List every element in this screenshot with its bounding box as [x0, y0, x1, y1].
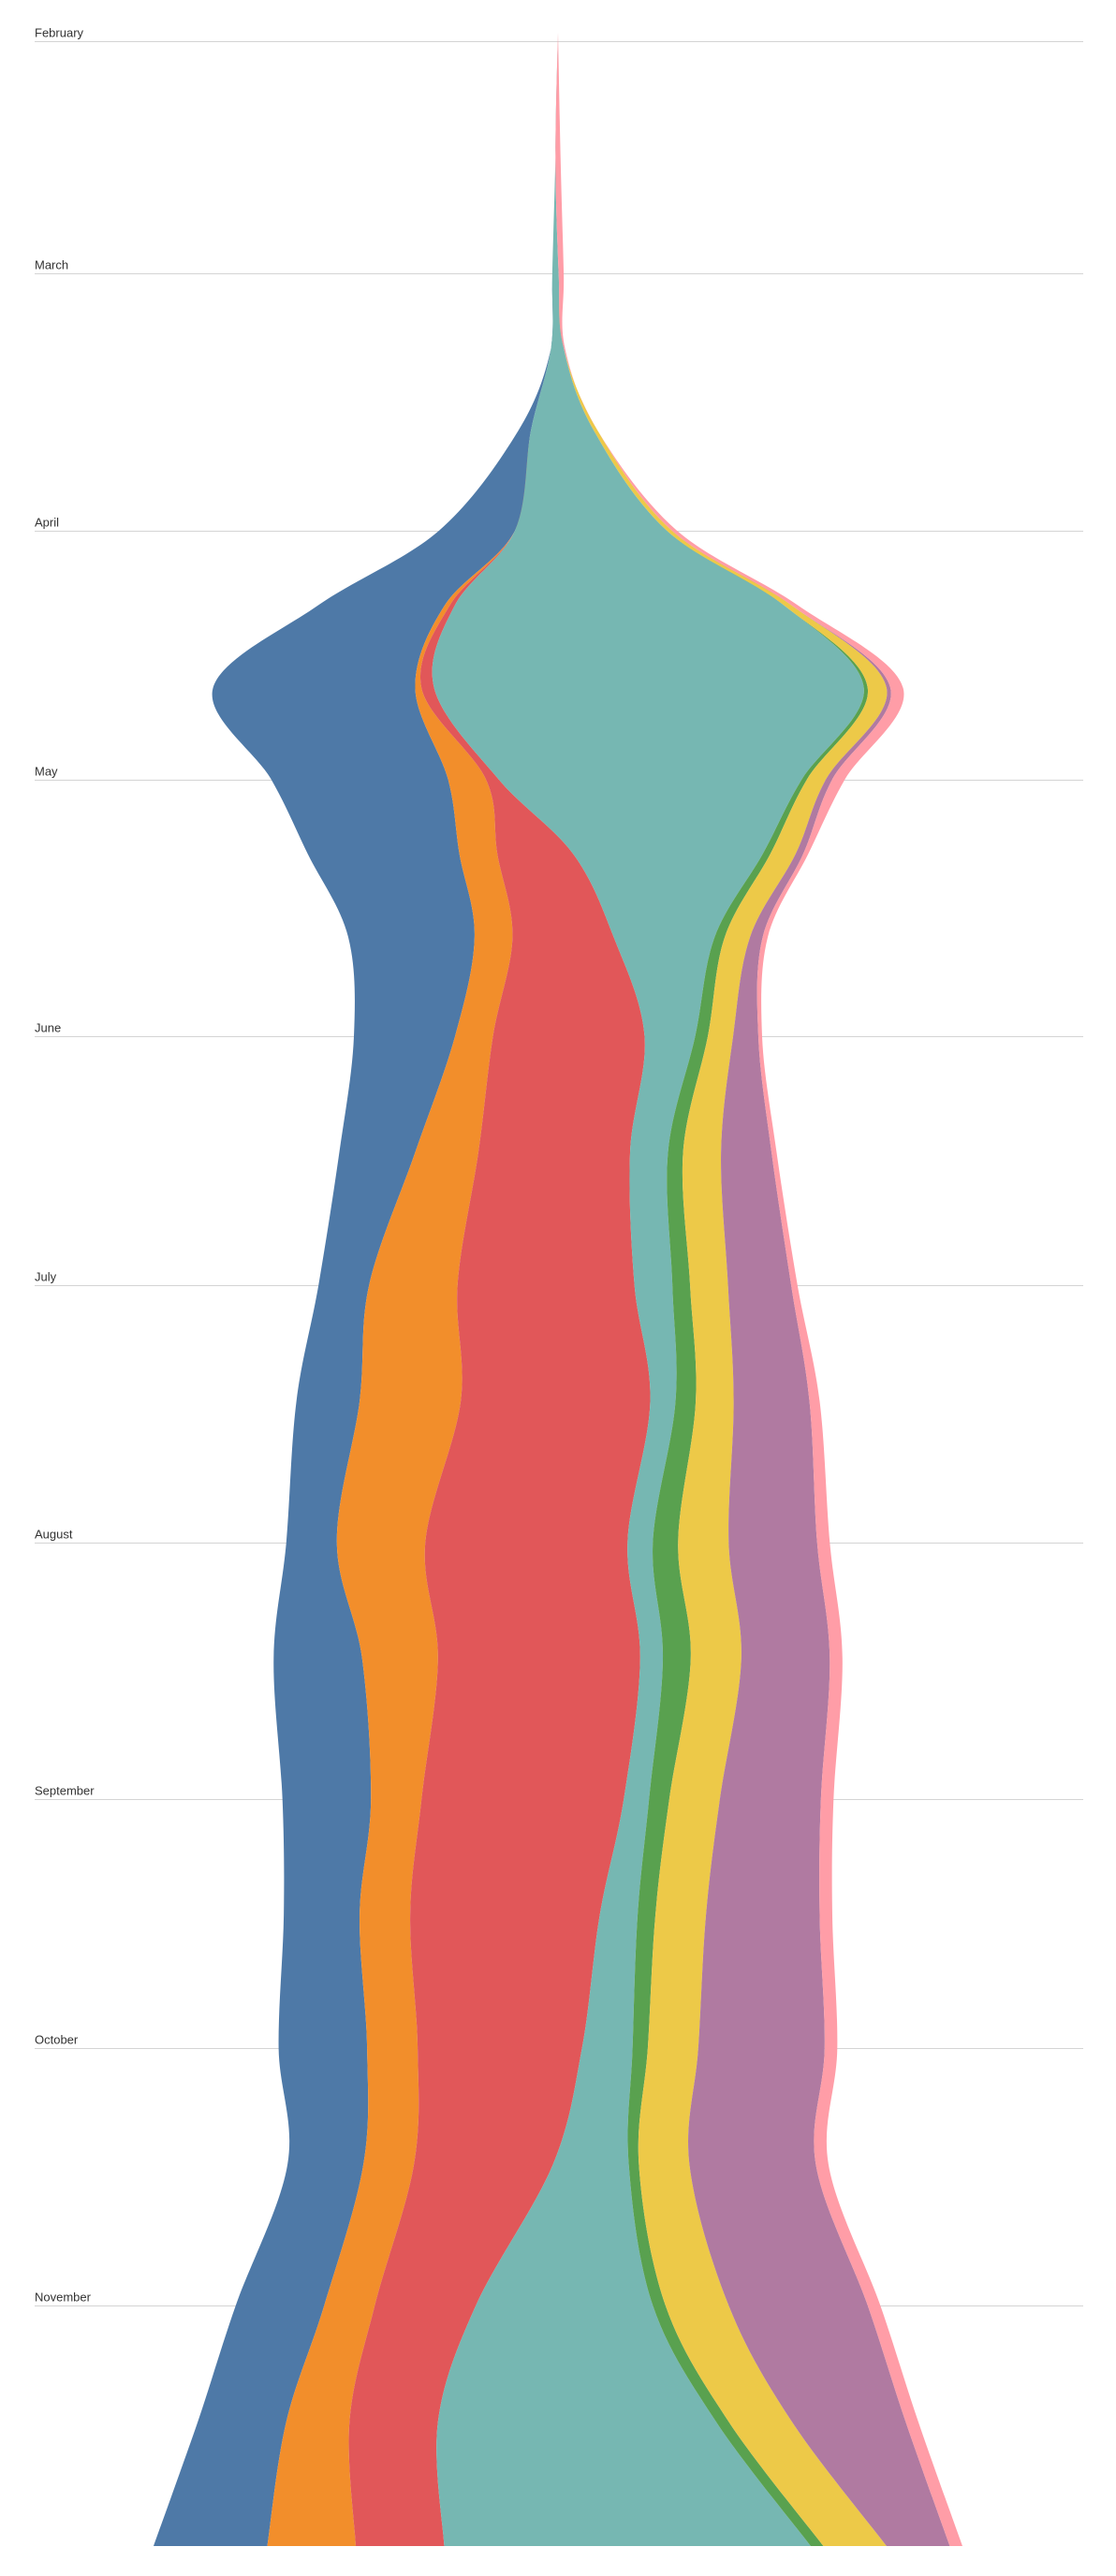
month-label-february: February — [35, 26, 84, 40]
month-label-august: August — [35, 1528, 73, 1542]
month-label-april: April — [35, 516, 59, 530]
month-label-october: October — [35, 2033, 79, 2047]
month-label-june: June — [35, 1021, 61, 1035]
month-label-march: March — [35, 258, 68, 272]
stream-series-3 — [348, 33, 651, 2546]
stream-series-2 — [267, 33, 558, 2546]
month-label-september: September — [35, 1784, 95, 1798]
month-labels: February March April May June July August Septe… — [35, 26, 95, 2305]
month-label-may: May — [35, 765, 58, 779]
stream-series-6 — [555, 33, 888, 2546]
stream-layers — [154, 33, 962, 2546]
month-label-july: July — [35, 1270, 57, 1284]
stream-series-4 — [432, 33, 864, 2546]
stream-series-1 — [154, 33, 558, 2546]
stream-series-7 — [555, 33, 950, 2546]
month-label-november: November — [35, 2291, 92, 2305]
